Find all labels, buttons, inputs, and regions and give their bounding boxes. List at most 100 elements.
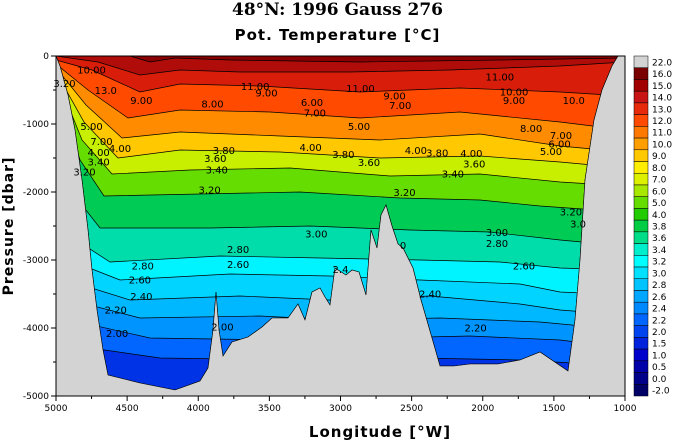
colorbar-swatch xyxy=(633,90,649,104)
colorbar-swatch xyxy=(633,243,649,256)
y-tick-label: -5000 xyxy=(23,392,49,402)
contour-label: 3.00 xyxy=(305,229,327,240)
colorbar-swatch xyxy=(633,102,649,115)
contour-label: 3.20 xyxy=(560,208,582,219)
contour-label: 6.00 xyxy=(301,98,323,109)
colorbar-label: 16.0 xyxy=(652,70,672,80)
colorbar-label: 6.0 xyxy=(652,187,667,197)
contour-label: 4.00 xyxy=(109,144,131,155)
colorbar-swatch xyxy=(633,290,649,303)
contour-label: 7.00 xyxy=(90,137,112,148)
colorbar-label: 0.5 xyxy=(652,363,666,373)
contour-line-2 xyxy=(56,59,625,97)
y-axis-label: Pressure [dbar] xyxy=(1,157,17,296)
colorbar-label: 22.0 xyxy=(652,58,672,68)
contour-label: 2.60 xyxy=(129,276,151,287)
contour-label: 7.00 xyxy=(304,108,326,119)
contour-label: 3.20 xyxy=(198,185,220,196)
contour-label: 3.20 xyxy=(73,168,95,179)
contour-label: 10.00 xyxy=(500,87,529,98)
contour-label: 5.00 xyxy=(80,122,102,133)
contour-label: 2.00 xyxy=(211,323,233,334)
colorbar-label: 8.0 xyxy=(652,164,667,174)
contour-label: 3.20 xyxy=(393,188,415,199)
contour-label: 8.00 xyxy=(520,124,542,135)
colorbar-swatch xyxy=(633,67,649,80)
contour-label: 10.0 xyxy=(563,96,585,107)
contour-label: 7.00 xyxy=(389,101,411,112)
colorbar-swatch xyxy=(633,372,649,385)
y-tick-label: 0 xyxy=(43,52,49,62)
colorbar-label: 2.8 xyxy=(652,281,667,291)
colorbar-swatch xyxy=(633,301,649,315)
contour-label: 10.00 xyxy=(77,66,106,77)
colorbar-swatch xyxy=(633,384,649,397)
colorbar-label: 3.0 xyxy=(652,269,667,279)
colorbar-label: 3.4 xyxy=(652,246,667,256)
x-tick-label: 3500 xyxy=(258,404,281,414)
contour-label: 3.60 xyxy=(204,154,226,165)
contour-label: 3.60 xyxy=(358,158,380,169)
contour-line-6 xyxy=(56,74,625,187)
contour-label: 2.20 xyxy=(465,323,487,334)
contour-label: 3.80 xyxy=(426,149,448,160)
contour-label: 0 xyxy=(400,241,406,252)
colorbar-label: 1.5 xyxy=(652,340,666,350)
colorbar-label: 3.6 xyxy=(652,234,667,244)
contour-label: 2.60 xyxy=(227,260,249,271)
contour-label: 9.00 xyxy=(503,96,525,107)
colorbar-label: 13.0 xyxy=(652,105,672,115)
colorbar-label: 2.2 xyxy=(652,316,666,326)
contour-label: 2.4 xyxy=(333,265,349,276)
contour-label: 3.0 xyxy=(570,219,586,230)
colorbar-label: 15.0 xyxy=(652,82,672,92)
colorbar-label: 2.6 xyxy=(652,293,667,303)
contour-label: 2.40 xyxy=(419,289,441,300)
contour-label: 5.00 xyxy=(348,122,370,133)
contour-label: 2.80 xyxy=(227,245,249,256)
colorbar-swatch xyxy=(633,196,649,209)
contour-label: 3.40 xyxy=(442,170,464,181)
contour-label: 2.80 xyxy=(132,261,154,272)
contour-label: 9.00 xyxy=(130,96,152,107)
y-tick-label: -1000 xyxy=(23,120,49,130)
contour-label: 3.60 xyxy=(463,159,485,170)
band-13 xyxy=(56,106,625,396)
colorbar-swatch xyxy=(633,172,649,186)
colorbar-swatch xyxy=(633,79,649,92)
x-tick-label: 2000 xyxy=(471,404,494,414)
contour-label: 6.00 xyxy=(548,140,570,151)
colorbar-swatch xyxy=(633,114,649,127)
contour-label: 3.80 xyxy=(213,146,235,157)
colorbar-label: 0.0 xyxy=(652,375,667,385)
contour-label: 9.00 xyxy=(383,91,405,102)
colorbar-label: 1.0 xyxy=(652,351,667,361)
colorbar-swatch xyxy=(633,161,649,174)
colorbar-swatch xyxy=(633,149,649,162)
contour-label: 3.00 xyxy=(486,228,508,239)
colorbar-label: 14.0 xyxy=(652,94,672,104)
contour-label: 2.40 xyxy=(130,292,152,303)
colorbar-swatch xyxy=(633,266,649,280)
contour-line-4 xyxy=(56,67,625,153)
colorbar-label: 12.0 xyxy=(652,117,672,127)
contour-label: 3.40 xyxy=(206,166,228,177)
colorbar-swatch xyxy=(633,255,649,268)
contour-label: 4.00 xyxy=(405,146,427,157)
contour-label: 4.00 xyxy=(299,143,321,154)
contour-label: 2.00 xyxy=(106,329,128,340)
x-tick-label: 1000 xyxy=(614,404,637,414)
contour-label: 13.0 xyxy=(95,86,117,97)
contour-label: 4.00 xyxy=(88,148,110,159)
colorbar-swatch xyxy=(633,137,649,151)
colorbar-swatch xyxy=(633,55,649,68)
contour-label: 2.20 xyxy=(105,306,127,317)
colorbar-swatch xyxy=(633,348,649,362)
contour-label: 3.40 xyxy=(88,157,110,168)
colorbar-swatch xyxy=(633,184,649,197)
y-tick-label: -4000 xyxy=(23,324,49,334)
colorbar-swatch xyxy=(633,219,649,233)
contour-label: 5.00 xyxy=(540,147,562,158)
x-tick-label: 4500 xyxy=(116,404,139,414)
